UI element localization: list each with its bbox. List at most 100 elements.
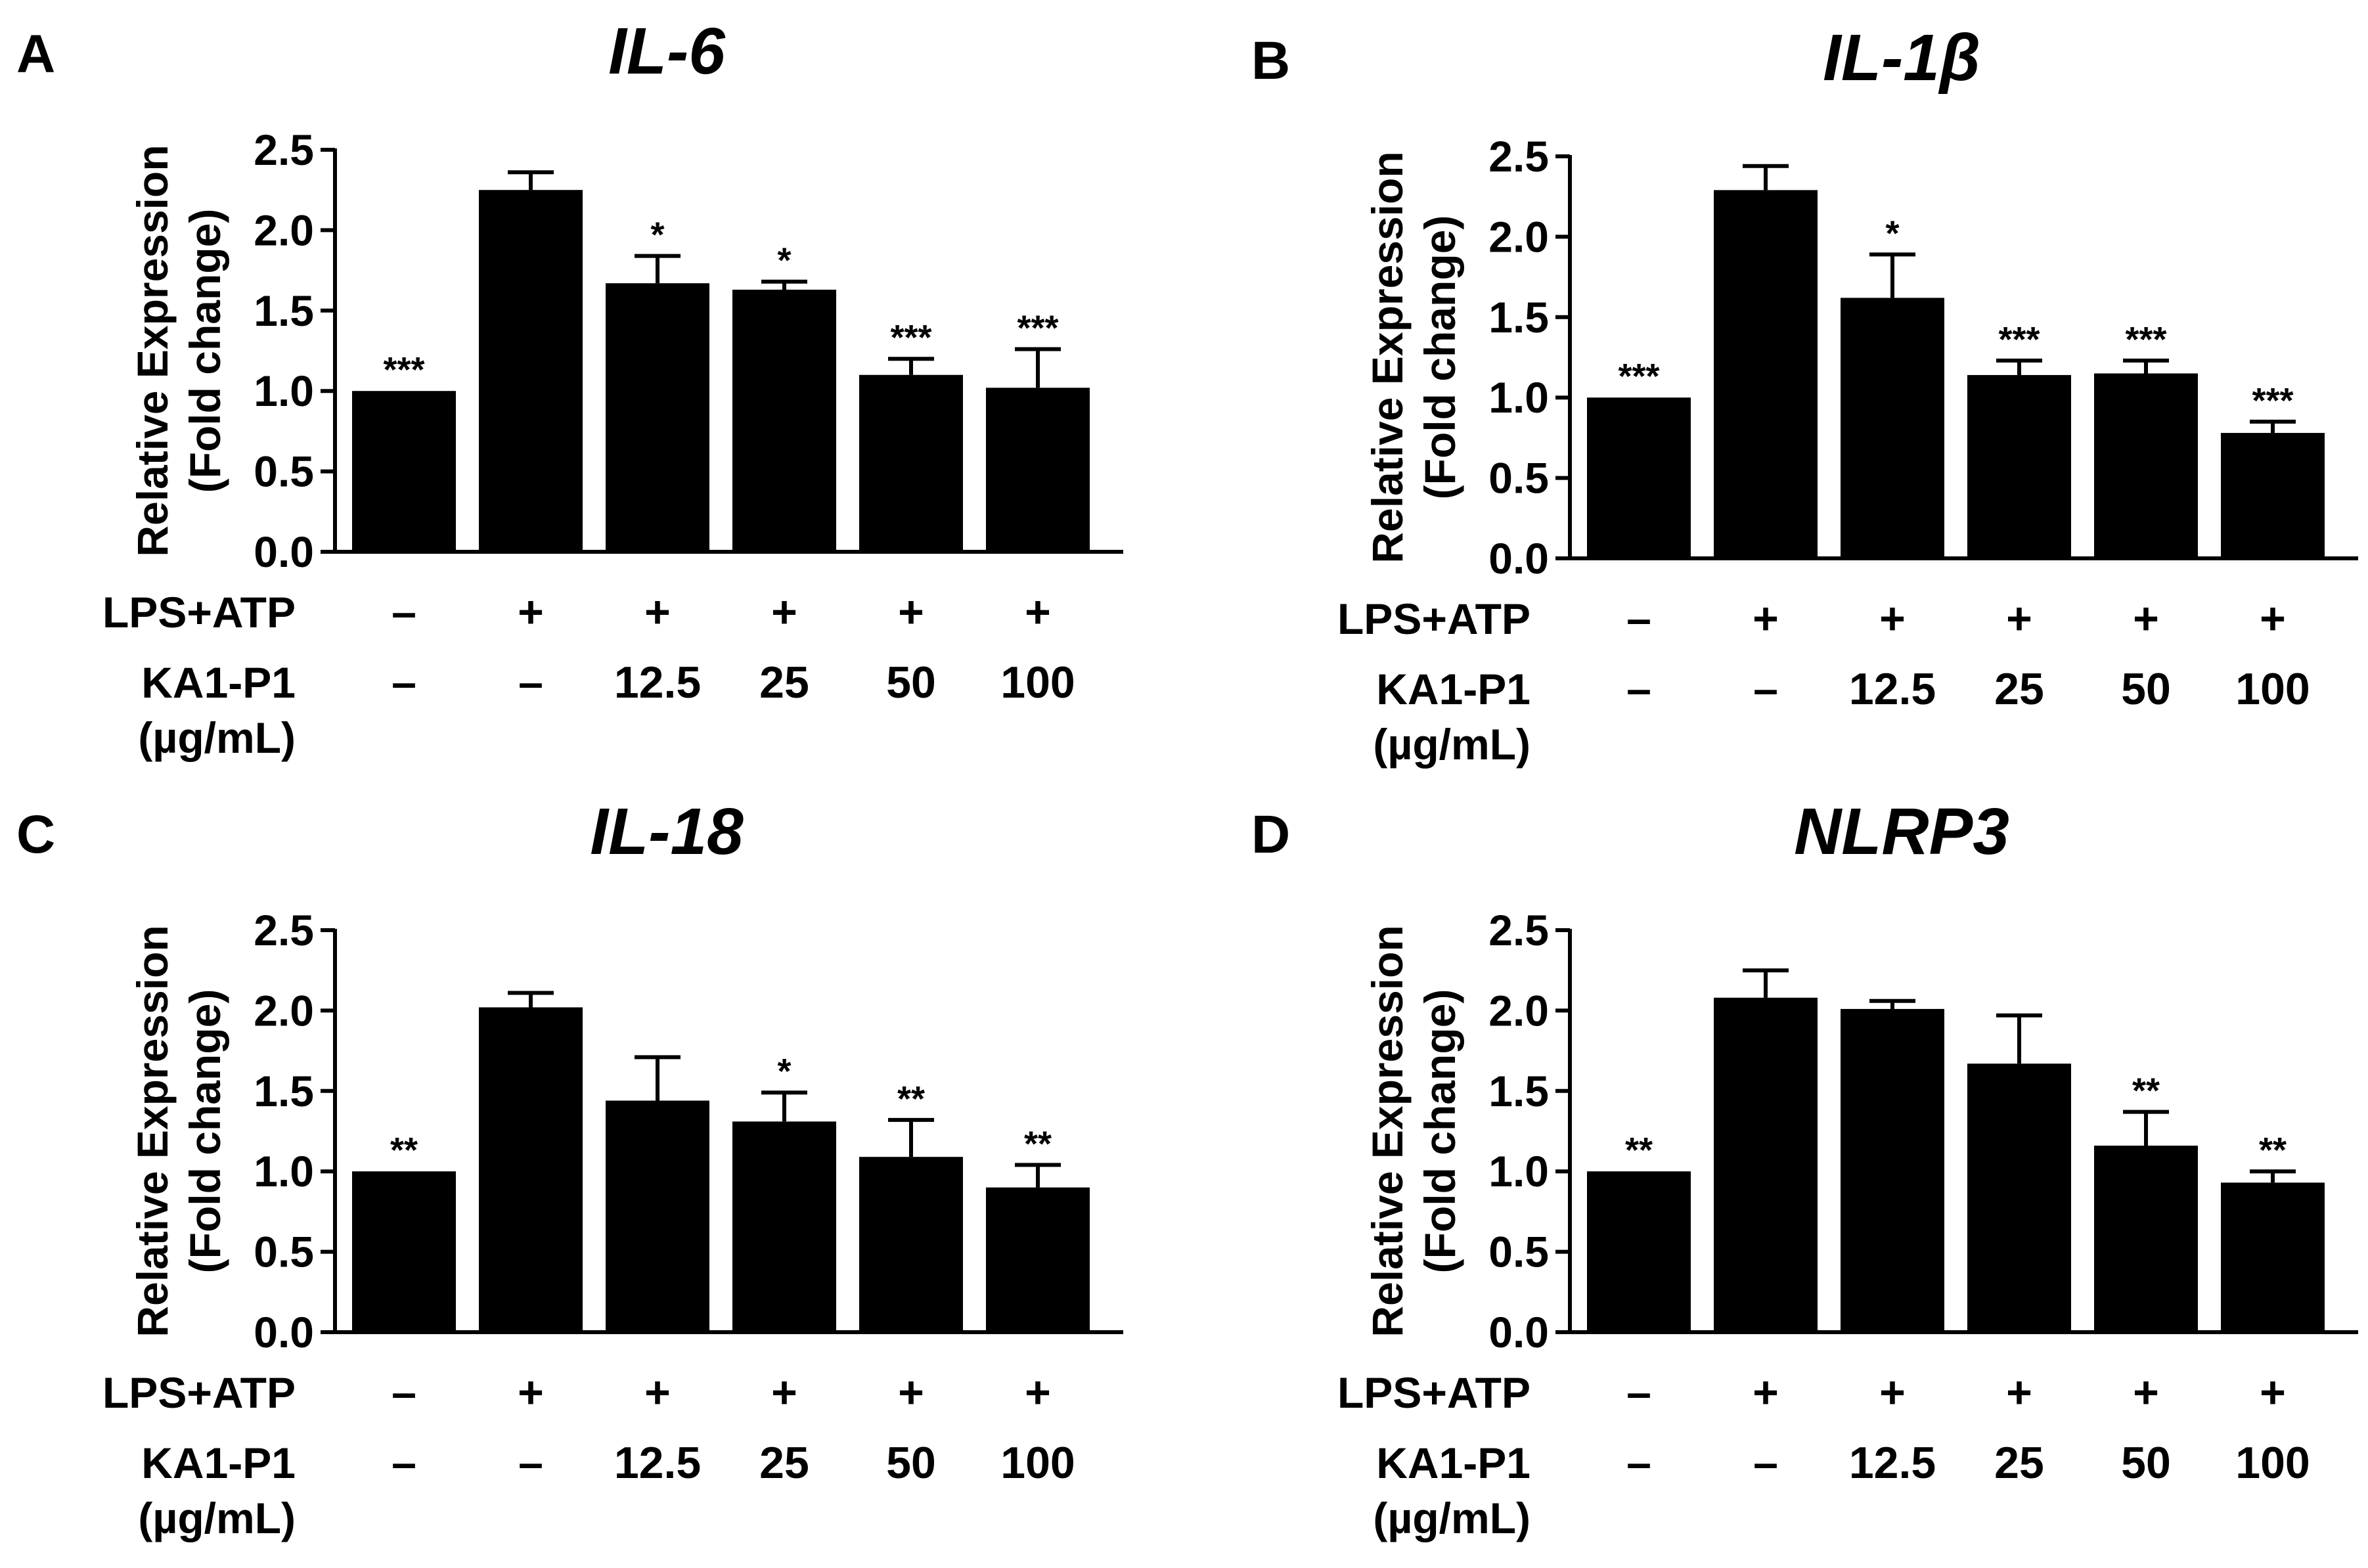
bar: [352, 1171, 456, 1332]
panel-letter: B: [1251, 31, 1290, 91]
condition-lps-atp: +: [1753, 1368, 1779, 1418]
condition-ka1-p1: 50: [886, 658, 936, 707]
condition-lps-atp: –: [1626, 594, 1651, 644]
condition-ka1-p1: –: [518, 1438, 543, 1488]
row-label-compound: KA1-P1: [1376, 1439, 1530, 1487]
y-tick-label: 2.0: [1488, 986, 1549, 1035]
condition-lps-atp: +: [644, 587, 671, 637]
condition-ka1-p1: 25: [759, 658, 809, 707]
condition-ka1-p1: –: [1626, 1438, 1651, 1488]
significance-label: ***: [383, 350, 424, 390]
y-axis-label: Relative Expression: [128, 925, 177, 1337]
condition-lps-atp: +: [2006, 594, 2032, 644]
significance-label: **: [2132, 1071, 2160, 1111]
significance-label: *: [777, 241, 791, 280]
bar: [606, 1100, 709, 1332]
panel-title: NLRP3: [1794, 795, 2009, 868]
bar: [479, 190, 583, 552]
y-tick-label: 1.0: [1488, 373, 1549, 422]
condition-ka1-p1: –: [1626, 664, 1651, 714]
row-label-unit: (µg/mL): [1373, 720, 1530, 769]
y-tick-label: 0.5: [1488, 454, 1549, 503]
significance-label: **: [1024, 1124, 1052, 1163]
row-label-unit: (µg/mL): [138, 713, 296, 762]
y-axis-label-secondary: (Fold change): [1416, 215, 1464, 500]
y-tick-label: 1.5: [1488, 1067, 1549, 1115]
condition-lps-atp: +: [2133, 1368, 2159, 1418]
y-axis-label-secondary: (Fold change): [181, 989, 229, 1274]
row-label-unit: (µg/mL): [138, 1494, 296, 1542]
panel-b: B IL-1β Relative Expression (Fold change) 0.…: [1251, 21, 2358, 769]
condition-lps-atp: +: [1025, 1368, 1051, 1418]
condition-lps-atp: +: [1879, 594, 1906, 644]
significance-label: ***: [2125, 320, 2166, 359]
significance-label: ***: [1618, 357, 1659, 396]
y-tick-label: 0.0: [1488, 1308, 1549, 1356]
condition-lps-atp: +: [1025, 587, 1051, 637]
panel-c: C IL-18 Relative Expression (Fold change) 0.…: [16, 795, 1123, 1542]
y-tick-label: 2.5: [254, 906, 314, 954]
row-label-compound: KA1-P1: [141, 658, 296, 707]
y-tick-label: 2.0: [254, 206, 314, 254]
condition-lps-atp: +: [644, 1368, 671, 1418]
condition-ka1-p1: 50: [886, 1438, 936, 1488]
bar: [1714, 997, 1818, 1332]
condition-lps-atp: +: [771, 587, 797, 637]
condition-ka1-p1: 50: [2121, 664, 2171, 714]
y-tick-label: 0.5: [1488, 1228, 1549, 1276]
condition-lps-atp: +: [1753, 594, 1779, 644]
bar: [606, 283, 709, 552]
bar: [2221, 1182, 2325, 1332]
bar: [479, 1007, 583, 1332]
y-tick-label: 2.0: [254, 986, 314, 1035]
significance-label: **: [1625, 1131, 1653, 1170]
condition-lps-atp: +: [518, 587, 544, 637]
condition-ka1-p1: 100: [1000, 1438, 1075, 1488]
condition-lps-atp: +: [2133, 594, 2159, 644]
condition-ka1-p1: 12.5: [614, 658, 701, 707]
condition-ka1-p1: 100: [2235, 664, 2310, 714]
y-axis-label: Relative Expression: [128, 145, 177, 556]
y-tick-label: 1.0: [254, 1147, 314, 1196]
panel-d: D NLRP3 Relative Expression (Fold change) 0.…: [1251, 795, 2358, 1542]
bar: [1967, 374, 2071, 558]
significance-label: *: [1885, 213, 1899, 253]
y-axis-label-secondary: (Fold change): [181, 209, 229, 493]
significance-label: **: [897, 1079, 925, 1119]
significance-label: **: [390, 1131, 418, 1170]
condition-ka1-p1: –: [391, 658, 416, 707]
condition-lps-atp: –: [391, 1368, 416, 1418]
row-label-compound: KA1-P1: [1376, 665, 1530, 713]
significance-label: ***: [2252, 381, 2293, 420]
y-tick-label: 1.5: [1488, 293, 1549, 342]
bar: [2221, 433, 2325, 558]
y-tick-label: 0.5: [254, 1228, 314, 1276]
condition-ka1-p1: 100: [2235, 1438, 2310, 1488]
y-axis-label-secondary: (Fold change): [1416, 989, 1464, 1274]
bar: [352, 391, 456, 552]
condition-ka1-p1: –: [518, 658, 543, 707]
bar: [732, 289, 836, 552]
significance-label: *: [650, 215, 664, 255]
panel-title: IL-6: [608, 14, 726, 88]
bar: [2094, 1146, 2198, 1332]
y-tick-label: 2.5: [1488, 132, 1549, 181]
y-axis-label: Relative Expression: [1363, 151, 1412, 563]
bar: [1967, 1064, 2071, 1332]
condition-ka1-p1: –: [1753, 1438, 1778, 1488]
bar: [1714, 190, 1818, 559]
panel-letter: D: [1251, 805, 1290, 864]
y-tick-label: 2.5: [254, 125, 314, 174]
condition-lps-atp: +: [1879, 1368, 1906, 1418]
y-tick-label: 0.0: [254, 527, 314, 576]
bar: [1841, 1008, 1944, 1332]
panel-title: IL-1β: [1823, 21, 1980, 95]
y-tick-label: 1.5: [254, 286, 314, 335]
bar: [1587, 397, 1691, 558]
condition-lps-atp: +: [2260, 594, 2286, 644]
y-tick-label: 1.5: [254, 1067, 314, 1115]
condition-ka1-p1: 25: [1994, 1438, 2044, 1488]
condition-ka1-p1: 12.5: [1849, 664, 1936, 714]
significance-label: *: [777, 1052, 791, 1091]
